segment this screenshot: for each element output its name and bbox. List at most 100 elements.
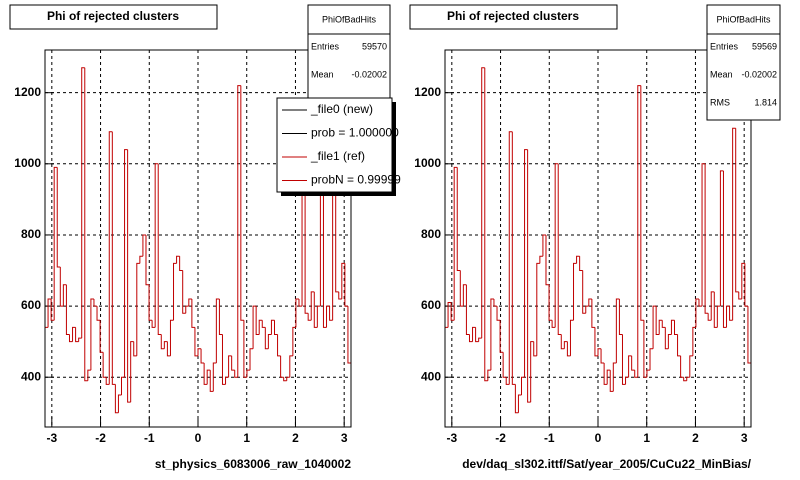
histogram-bin xyxy=(234,370,238,378)
histogram-bin xyxy=(280,355,284,378)
histogram-bin xyxy=(566,341,571,357)
histogram-bin xyxy=(298,298,303,307)
histogram-bin xyxy=(582,270,586,314)
x-tick-label: 1 xyxy=(643,431,650,445)
histogram-bin xyxy=(203,362,208,385)
x-tick-label: 1 xyxy=(243,431,250,445)
histogram-bin xyxy=(744,263,748,307)
histogram-bin xyxy=(81,67,85,339)
histogram-bin xyxy=(447,302,452,328)
histogram-bin xyxy=(316,305,321,328)
x-tick-label: -2 xyxy=(495,431,506,445)
plot-border xyxy=(44,49,352,428)
histogram-bin xyxy=(625,376,629,385)
histogram-bin xyxy=(628,355,632,378)
y-tick-label: 800 xyxy=(421,227,441,241)
y-tick-label: 800 xyxy=(21,227,41,241)
y-tick-label: 600 xyxy=(21,298,41,312)
legend-label: _file0 (new) xyxy=(310,102,373,116)
histogram-bin xyxy=(533,341,537,357)
histogram-bin xyxy=(594,327,598,357)
x-tick-label: -3 xyxy=(446,431,457,445)
histogram-bin xyxy=(478,337,482,342)
stats-label: Entries xyxy=(311,41,340,51)
histogram-bin xyxy=(121,376,125,395)
histogram-bin xyxy=(670,319,675,335)
histogram-bin xyxy=(169,319,174,356)
histogram-bin xyxy=(459,270,464,307)
histogram-bin xyxy=(90,298,94,371)
histogram-bin xyxy=(530,341,534,403)
histogram-bin xyxy=(517,394,522,413)
stats-label: Mean xyxy=(311,69,334,79)
y-tick-label: 400 xyxy=(421,369,441,383)
x-tick-label: 0 xyxy=(195,431,202,445)
histogram-bin xyxy=(521,376,525,395)
histogram-bin xyxy=(267,334,272,349)
histogram-bin xyxy=(502,352,507,378)
stats-label: Entries xyxy=(710,41,739,51)
histogram-bin xyxy=(326,305,330,328)
histogram-bin xyxy=(557,163,562,336)
histogram-bin xyxy=(695,298,699,328)
histogram-bin xyxy=(188,298,192,307)
histogram-bin xyxy=(154,163,159,328)
y-tick-label: 1000 xyxy=(14,156,41,170)
histogram-bin xyxy=(450,302,455,321)
y-tick-label: 600 xyxy=(421,298,441,312)
x-tick-label: -1 xyxy=(544,431,555,445)
histogram-bin xyxy=(130,341,134,403)
histogram-bin xyxy=(686,376,690,381)
histogram-bin xyxy=(615,298,620,363)
histogram-bin xyxy=(726,305,730,328)
histogram-bin xyxy=(588,298,592,307)
histogram-bin xyxy=(108,131,113,385)
histogram-bin xyxy=(472,326,476,342)
histogram-bin xyxy=(252,305,257,349)
histogram-bin xyxy=(289,355,293,378)
histogram-bin xyxy=(618,298,623,336)
histogram-bin xyxy=(649,348,654,371)
histogram-bin xyxy=(661,320,666,328)
histogram-bin xyxy=(56,167,61,268)
chart-title: Phi of rejected clusters xyxy=(47,9,179,23)
histogram-bin xyxy=(114,384,119,414)
histogram-bin xyxy=(667,334,672,349)
histogram-bin xyxy=(157,163,162,336)
x-axis-title: dev/daq_sl302.ittf/Sat/year_2005/CuCu22_… xyxy=(462,457,751,471)
histogram-bin xyxy=(277,334,281,357)
stats-value: 59570 xyxy=(362,41,387,51)
histogram-bin xyxy=(68,334,73,343)
stats-value: -0.02002 xyxy=(351,69,387,79)
histogram-bin xyxy=(225,376,229,385)
histogram-bin xyxy=(710,291,715,321)
histogram-bin xyxy=(47,298,52,328)
histogram-bin xyxy=(264,327,269,350)
histogram-bin xyxy=(609,370,614,392)
histogram-bin xyxy=(93,298,98,307)
histogram-bin xyxy=(246,369,251,378)
histogram-bin xyxy=(295,298,299,328)
histogram-bin xyxy=(240,85,244,321)
histogram-bin xyxy=(87,369,91,381)
title-box xyxy=(9,4,218,30)
histogram-bin xyxy=(111,131,116,385)
stats-label: Mean xyxy=(710,69,733,79)
histogram-bin xyxy=(563,341,568,349)
histogram-bin xyxy=(456,167,461,272)
histogram-bin xyxy=(151,320,156,328)
histogram-bin xyxy=(249,348,254,371)
x-tick-label: -3 xyxy=(46,431,57,445)
x-tick-label: 3 xyxy=(341,431,348,445)
histogram-bin xyxy=(704,163,709,314)
histogram-bin xyxy=(722,170,727,328)
x-axis-title: st_physics_6083006_raw_1040002 xyxy=(155,457,351,471)
histogram-bin xyxy=(179,256,183,272)
x-tick-label: 0 xyxy=(595,431,602,445)
histogram-bin xyxy=(487,369,491,381)
histogram-bin xyxy=(462,284,467,307)
histogram-bin xyxy=(283,377,287,382)
histogram-bin xyxy=(237,85,241,378)
histogram-bin xyxy=(274,320,278,336)
